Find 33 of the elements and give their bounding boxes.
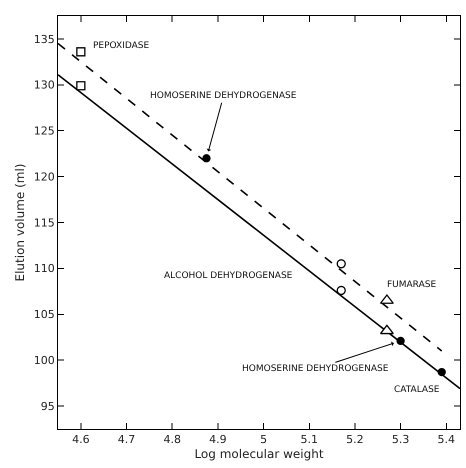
y-tick-label: 95 — [40, 400, 55, 413]
annotation: FUMARASE — [387, 280, 436, 290]
annotation: HOMOSERINE DEHYDROGENASE — [150, 91, 297, 101]
y-tick-label: 125 — [34, 124, 55, 138]
y-tick-label: 105 — [34, 308, 55, 322]
x-tick-label: 5.4 — [438, 433, 456, 446]
x-tick-label: 5.2 — [346, 433, 364, 446]
x-tick-label: 5 — [260, 433, 268, 446]
point — [336, 286, 346, 296]
x-tick-label: 5.1 — [300, 433, 318, 446]
y-tick-label: 110 — [34, 262, 55, 276]
y-tick-label: 120 — [34, 170, 55, 184]
point — [438, 368, 446, 376]
x-tick-label: 4.7 — [118, 433, 136, 446]
y-tick-label: 100 — [34, 354, 55, 368]
annotation: ALCOHOL DEHYDROGENASE — [164, 271, 293, 281]
point — [202, 154, 211, 162]
annotation: PEPOXIDASE — [93, 41, 150, 51]
point — [76, 81, 86, 90]
x-axis-title: Log molecular weight — [194, 447, 324, 462]
point — [76, 47, 86, 56]
point — [336, 259, 346, 268]
annotation: CATALASE — [394, 385, 440, 395]
x-tick-label: 4.9 — [209, 433, 227, 446]
y-tick-label: 115 — [34, 216, 55, 230]
y-axis-title: Elution volume (ml) — [13, 164, 27, 282]
annotation: HOMOSERINE DEHYDROGENASE — [242, 364, 389, 374]
point — [396, 336, 405, 346]
y-tick-label: 130 — [34, 78, 55, 92]
x-tick-label: 5.3 — [392, 433, 410, 446]
x-tick-label: 4.6 — [72, 433, 90, 446]
x-tick-label: 4.8 — [163, 433, 181, 446]
y-tick-label: 135 — [34, 32, 55, 46]
